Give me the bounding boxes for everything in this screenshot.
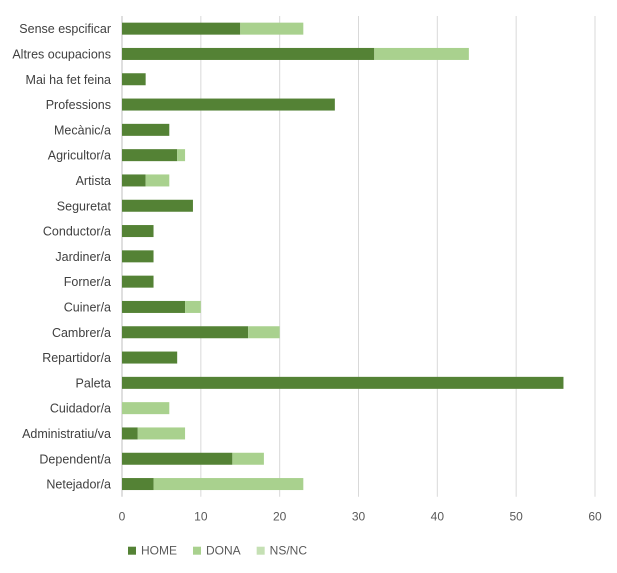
bar-dona-segment — [232, 452, 264, 465]
bar-home-segment — [122, 73, 146, 86]
category-label: Administratiu/va — [22, 427, 111, 441]
bar-dona-segment — [374, 47, 469, 60]
bars-group — [122, 22, 564, 491]
bar-dona-segment — [240, 22, 304, 35]
category-label: Agricultor/a — [48, 149, 111, 163]
x-tick-label: 10 — [194, 510, 208, 524]
x-tick-label: 50 — [509, 510, 523, 524]
category-label: Professions — [46, 98, 111, 112]
x-tick-label: 40 — [431, 510, 445, 524]
legend-label: NS/NC — [270, 544, 308, 558]
category-label: Repartidor/a — [42, 351, 111, 365]
category-label: Mecànic/a — [54, 123, 111, 137]
x-axis-ticks: 0 10 20 30 40 50 60 — [119, 510, 602, 524]
bar-home-segment — [122, 427, 138, 440]
category-label: Paleta — [76, 376, 111, 390]
bar-home-segment — [122, 452, 233, 465]
bar-dona-segment — [153, 478, 304, 491]
legend-swatch — [256, 546, 265, 555]
x-tick-label: 60 — [588, 510, 602, 524]
legend-swatch — [128, 546, 136, 555]
bar-home-segment — [122, 351, 178, 364]
bar-home-segment — [122, 149, 178, 162]
bar-dona-segment — [177, 149, 186, 162]
bar-home-segment — [122, 376, 564, 389]
x-tick-label: 20 — [273, 510, 287, 524]
legend: HOME DONA NS/NC — [128, 544, 307, 558]
category-label: Seguretat — [57, 199, 112, 213]
bar-dona-segment — [137, 427, 186, 440]
bar-home-segment — [122, 22, 241, 35]
bar-home-segment — [122, 326, 249, 339]
bar-home-segment — [122, 275, 154, 288]
bar-home-segment — [122, 199, 193, 212]
bar-home-segment — [122, 300, 186, 313]
category-label: Artista — [76, 174, 111, 188]
category-label: Cambrer/a — [52, 326, 111, 340]
category-label: Cuidador/a — [50, 402, 111, 416]
legend-swatch — [193, 546, 201, 555]
category-label: Forner/a — [64, 275, 111, 289]
category-labels: Sense espcificar Altres ocupacions Mai ha … — [12, 22, 111, 491]
grid-lines — [121, 16, 596, 497]
bar-home-segment — [122, 174, 146, 187]
bar-dona-segment — [248, 326, 280, 339]
bar-home-segment — [122, 478, 154, 491]
bar-home-segment — [122, 98, 335, 111]
category-label: Jardiner/a — [55, 250, 111, 264]
category-label: Sense espcificar — [19, 22, 111, 36]
bar-dona-segment — [122, 402, 170, 415]
legend-label: HOME — [141, 544, 177, 558]
category-label: Netejador/a — [46, 478, 111, 492]
x-tick-label: 30 — [352, 510, 366, 524]
bar-dona-segment — [145, 174, 170, 187]
bar-dona-segment — [185, 300, 201, 313]
legend-label: DONA — [206, 544, 241, 558]
x-tick-label: 0 — [119, 510, 126, 524]
category-label: Dependent/a — [39, 452, 111, 466]
category-label: Altres ocupacions — [12, 47, 111, 61]
bar-home-segment — [122, 250, 154, 263]
category-label: Conductor/a — [43, 225, 111, 239]
category-label: Cuiner/a — [64, 300, 111, 314]
category-label: Mai ha fet feina — [26, 73, 112, 87]
bar-home-segment — [122, 225, 154, 238]
bar-home-segment — [122, 47, 375, 60]
bar-home-segment — [122, 123, 170, 136]
